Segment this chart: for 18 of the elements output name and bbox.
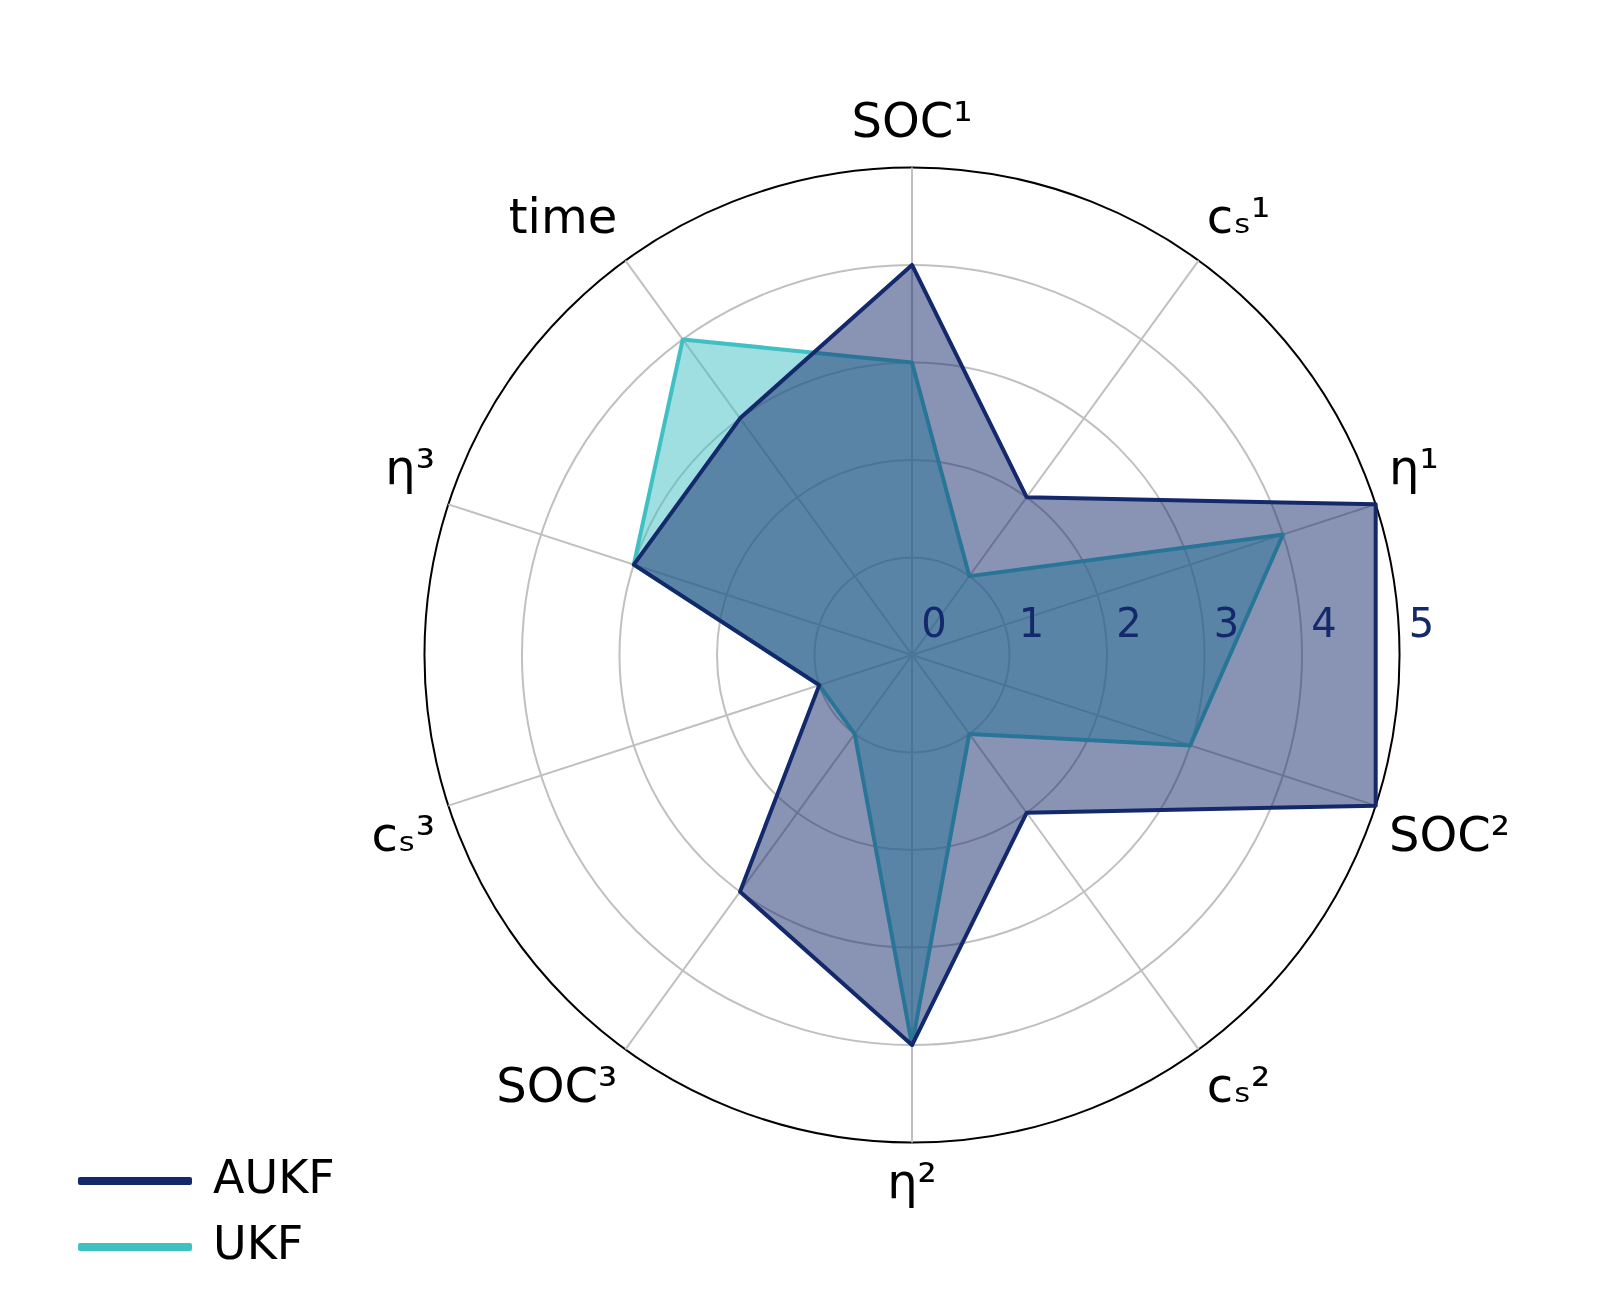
- spoke-label: cₛ³: [371, 806, 436, 863]
- y-tick-label: 1: [1018, 600, 1045, 647]
- spoke-label: η³: [385, 438, 436, 495]
- y-tick-label: 3: [1213, 600, 1240, 647]
- y-tick-label: 5: [1408, 600, 1435, 647]
- y-tick-label: 0: [921, 600, 947, 647]
- legend-label: AUKF: [213, 1149, 335, 1204]
- spoke-label: η¹: [1388, 438, 1439, 495]
- y-tick-label: 4: [1311, 600, 1337, 647]
- legend-label: UKF: [213, 1215, 304, 1270]
- spoke-label: η²: [887, 1152, 937, 1209]
- spoke-label: cₛ²: [1206, 1057, 1271, 1114]
- spoke-label: time: [508, 187, 618, 244]
- y-tick-label: 2: [1116, 600, 1142, 647]
- spoke-label: SOC²: [1388, 806, 1511, 863]
- spoke-label: SOC¹: [851, 92, 973, 149]
- spoke-label: cₛ¹: [1206, 187, 1271, 244]
- spoke-label: SOC³: [496, 1057, 618, 1114]
